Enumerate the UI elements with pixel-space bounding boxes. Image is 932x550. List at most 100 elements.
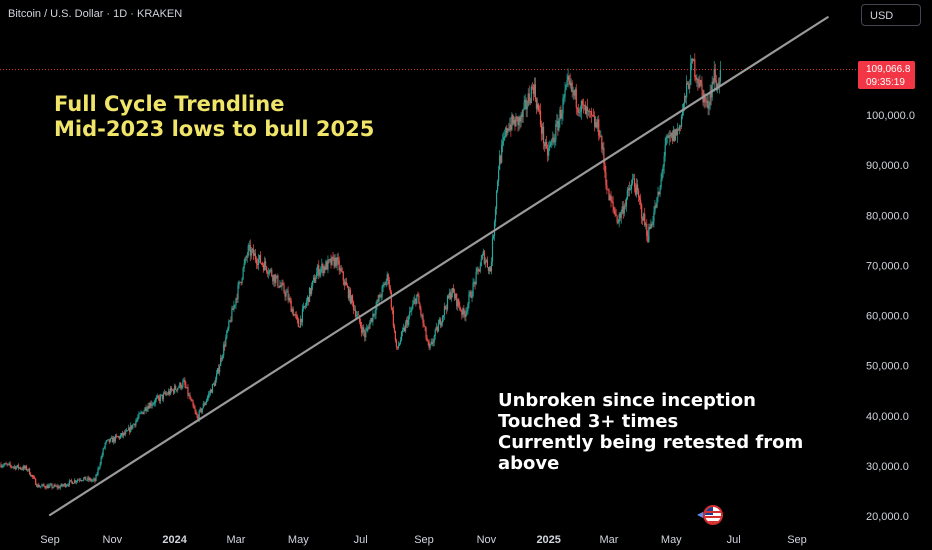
candle-body xyxy=(154,399,156,404)
candle-body xyxy=(7,463,9,465)
candle-body xyxy=(139,413,141,414)
candle-body xyxy=(452,288,454,294)
candle-body xyxy=(461,310,463,315)
candle-body xyxy=(222,355,224,360)
candle-body xyxy=(169,388,172,395)
candle-body xyxy=(294,314,296,316)
candle-body xyxy=(602,147,604,150)
candle-body xyxy=(426,337,428,342)
candle-body xyxy=(263,261,266,271)
us-flag-event-icon[interactable] xyxy=(703,505,723,525)
candle-body xyxy=(639,197,641,200)
candle-body xyxy=(519,117,521,122)
candle-body xyxy=(347,287,349,299)
candle-body xyxy=(206,397,208,401)
candle-body xyxy=(39,486,41,488)
candle-body xyxy=(277,275,279,287)
candle-body xyxy=(517,116,519,126)
candle-body xyxy=(390,292,392,308)
candle-body xyxy=(456,294,458,307)
candle-body xyxy=(132,424,134,429)
candle-body xyxy=(298,326,300,328)
candle-body xyxy=(189,394,191,400)
candle-body xyxy=(658,191,660,195)
candle-body xyxy=(41,485,43,487)
candle-body xyxy=(365,330,367,338)
candle-body xyxy=(507,128,509,134)
candle-body xyxy=(719,69,721,82)
candle-body xyxy=(143,410,145,415)
candle-body xyxy=(493,221,496,236)
candle-body xyxy=(283,284,285,293)
candle-body xyxy=(257,258,260,265)
candle-body xyxy=(503,137,505,141)
candle-body xyxy=(513,119,515,124)
candle-body xyxy=(56,485,58,488)
candle-body xyxy=(211,384,214,393)
note-line-1: Unbroken since inception xyxy=(498,390,756,411)
candle-body xyxy=(184,380,186,385)
candle-body xyxy=(601,136,603,150)
candle-body xyxy=(158,397,160,402)
candle-body xyxy=(671,132,673,141)
candle-body xyxy=(478,269,480,272)
candle-body xyxy=(287,291,289,300)
last-price-tag[interactable]: 109,066.8 09:35:19 xyxy=(858,61,915,89)
candle-body xyxy=(366,328,368,331)
candle-body xyxy=(397,345,400,348)
x-tick-label: May xyxy=(288,534,309,546)
candle-body xyxy=(267,271,269,274)
full-cycle-trendline[interactable] xyxy=(48,16,829,517)
candle-body xyxy=(538,110,541,112)
trendline-notes-annotation[interactable]: Unbroken since inception Touched 3+ time… xyxy=(498,390,828,474)
candle-body xyxy=(160,394,162,396)
candle-body xyxy=(225,337,227,347)
candle-body xyxy=(466,310,468,312)
candle-body xyxy=(96,474,98,476)
y-tick-label: 70,000.0 xyxy=(866,260,909,272)
note-line-3: Currently being retested from above xyxy=(498,432,804,474)
candle-body xyxy=(334,257,336,267)
candle-body xyxy=(376,300,378,307)
candle-body xyxy=(63,483,65,486)
candle-body xyxy=(549,145,551,149)
candle-body xyxy=(256,263,259,265)
candle-body xyxy=(385,280,387,286)
candle-body xyxy=(419,303,421,309)
candle-body xyxy=(690,63,692,85)
candle-body xyxy=(228,321,230,329)
candle-body xyxy=(672,129,674,141)
candle-body xyxy=(623,205,625,214)
candle-body xyxy=(69,480,72,482)
candle-body xyxy=(156,396,158,398)
candle-body xyxy=(486,260,488,268)
candle-body xyxy=(220,357,222,366)
candle-body xyxy=(177,388,179,391)
candle-body xyxy=(74,480,77,483)
candle-body xyxy=(607,189,609,191)
candle-body xyxy=(86,479,88,481)
candle-body xyxy=(293,314,295,316)
candle-body xyxy=(473,282,475,283)
candle-body xyxy=(118,436,121,439)
trendline-title-annotation[interactable]: Full Cycle Trendline Mid-2023 lows to bu… xyxy=(54,92,374,142)
candle-body xyxy=(632,178,635,180)
candle-body xyxy=(187,387,189,396)
candle-body xyxy=(212,383,215,385)
candle-body xyxy=(321,264,323,269)
candle-body xyxy=(463,308,465,315)
candle-body xyxy=(464,314,466,317)
candle-body xyxy=(536,104,539,109)
candle-body xyxy=(140,412,142,414)
candle-body xyxy=(628,188,631,191)
candle-body xyxy=(9,463,11,466)
candle-body xyxy=(210,389,213,393)
candle-body xyxy=(715,80,717,90)
candle-body xyxy=(90,478,92,481)
currency-button[interactable]: USD xyxy=(861,4,921,26)
candle-body xyxy=(199,408,201,411)
candle-body xyxy=(411,308,413,311)
candle-body xyxy=(238,281,240,286)
candle-body xyxy=(668,135,670,138)
